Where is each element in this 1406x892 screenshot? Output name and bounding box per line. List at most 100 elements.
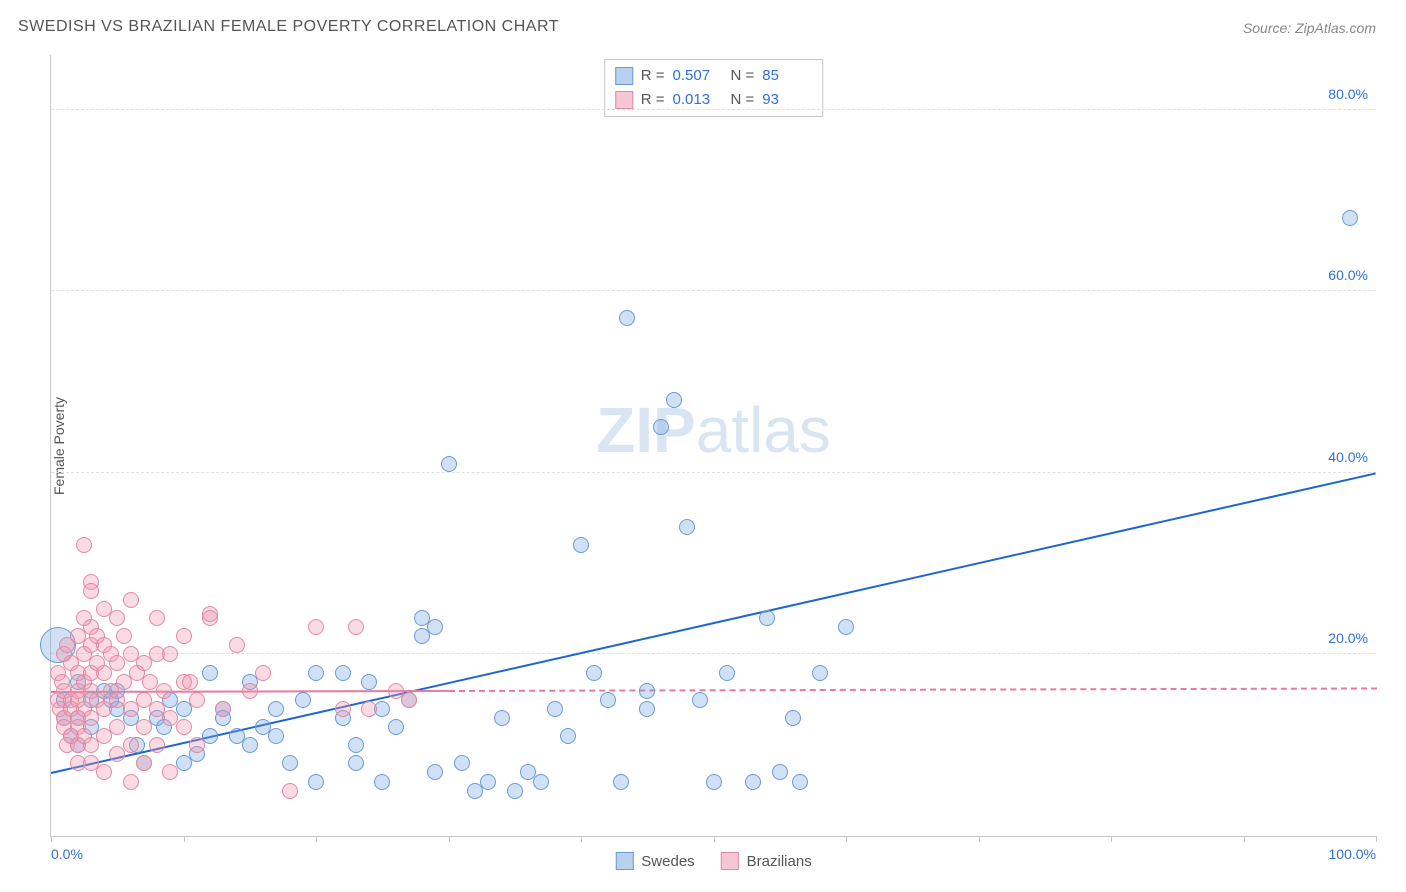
data-point (123, 592, 139, 608)
legend: Swedes Brazilians (615, 852, 811, 870)
data-point (123, 737, 139, 753)
x-tick (714, 836, 715, 842)
data-point (255, 665, 271, 681)
data-point (639, 683, 655, 699)
data-point (792, 774, 808, 790)
x-tick-label: 100.0% (1329, 846, 1376, 862)
x-tick (979, 836, 980, 842)
data-point (547, 701, 563, 717)
data-point (759, 610, 775, 626)
data-point (785, 710, 801, 726)
data-point (374, 774, 390, 790)
data-point (719, 665, 735, 681)
y-tick-label: 20.0% (1328, 630, 1368, 646)
x-tick (1244, 836, 1245, 842)
x-tick (51, 836, 52, 842)
legend-label: Brazilians (747, 853, 812, 870)
y-tick-label: 40.0% (1328, 449, 1368, 465)
legend-item: Brazilians (721, 852, 812, 870)
data-point (706, 774, 722, 790)
data-point (573, 537, 589, 553)
data-point (666, 392, 682, 408)
data-point (202, 606, 218, 622)
x-tick (581, 836, 582, 842)
data-point (653, 419, 669, 435)
data-point (109, 719, 125, 735)
data-point (600, 692, 616, 708)
data-point (83, 583, 99, 599)
data-point (494, 710, 510, 726)
data-point (123, 774, 139, 790)
data-point (772, 764, 788, 780)
data-point (96, 764, 112, 780)
series-swatch (615, 67, 633, 85)
series-swatch (615, 91, 633, 109)
data-point (533, 774, 549, 790)
data-point (149, 610, 165, 626)
plot-area: ZIPatlas R =0.507N =85R =0.013N =93 Swed… (50, 55, 1376, 837)
legend-swatch (721, 852, 739, 870)
data-point (242, 737, 258, 753)
data-point (136, 755, 152, 771)
data-point (838, 619, 854, 635)
data-point (613, 774, 629, 790)
y-tick-label: 80.0% (1328, 86, 1368, 102)
data-point (308, 619, 324, 635)
data-point (202, 665, 218, 681)
gridline (51, 290, 1376, 291)
legend-item: Swedes (615, 852, 694, 870)
data-point (136, 719, 152, 735)
data-point (692, 692, 708, 708)
data-point (388, 719, 404, 735)
stats-row: R = 0.507 N = 85 (615, 64, 813, 88)
legend-label: Swedes (641, 853, 694, 870)
stat-label-r: R = (641, 64, 665, 88)
x-tick (449, 836, 450, 842)
source-label: Source: ZipAtlas.com (1243, 20, 1376, 36)
y-tick-label: 60.0% (1328, 267, 1368, 283)
data-point (308, 665, 324, 681)
data-point (679, 519, 695, 535)
data-point (308, 774, 324, 790)
data-point (282, 755, 298, 771)
data-point (162, 764, 178, 780)
data-point (189, 737, 205, 753)
gridline (51, 109, 1376, 110)
data-point (176, 719, 192, 735)
stat-label-n: N = (731, 64, 755, 88)
chart-title: SWEDISH VS BRAZILIAN FEMALE POVERTY CORR… (18, 18, 559, 36)
data-point (348, 737, 364, 753)
data-point (586, 665, 602, 681)
data-point (149, 737, 165, 753)
stat-value-n: 85 (762, 64, 812, 88)
watermark: ZIPatlas (596, 393, 831, 467)
data-point (229, 637, 245, 653)
data-point (348, 619, 364, 635)
x-tick (1111, 836, 1112, 842)
data-point (361, 674, 377, 690)
data-point (812, 665, 828, 681)
data-point (619, 310, 635, 326)
data-point (162, 646, 178, 662)
x-tick (1376, 836, 1377, 842)
data-point (639, 701, 655, 717)
x-tick (184, 836, 185, 842)
trend-line-dashed (448, 687, 1376, 692)
data-point (745, 774, 761, 790)
data-point (427, 619, 443, 635)
data-point (189, 692, 205, 708)
data-point (76, 537, 92, 553)
data-point (156, 683, 172, 699)
data-point (454, 755, 470, 771)
gridline (51, 653, 1376, 654)
legend-swatch (615, 852, 633, 870)
x-tick (316, 836, 317, 842)
data-point (507, 783, 523, 799)
data-point (295, 692, 311, 708)
data-point (268, 728, 284, 744)
x-tick-label: 0.0% (51, 846, 83, 862)
stat-value-r: 0.507 (673, 64, 723, 88)
data-point (401, 692, 417, 708)
data-point (202, 728, 218, 744)
data-point (335, 701, 351, 717)
